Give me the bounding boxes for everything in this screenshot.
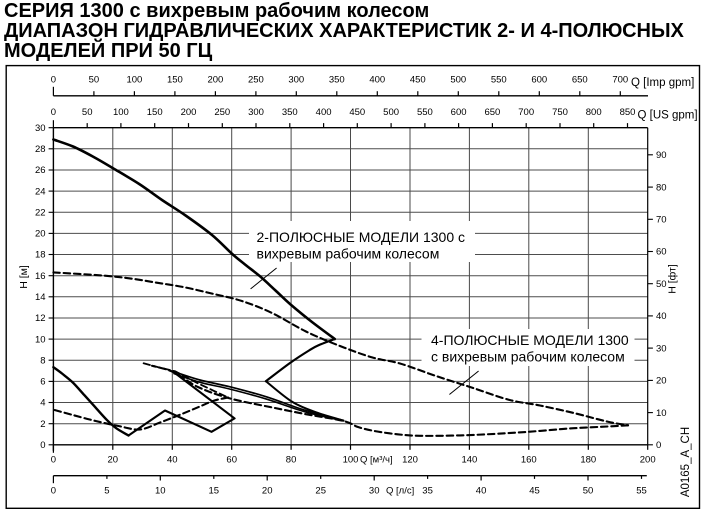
svg-text:МОДЕЛЕЙ ПРИ 50 ГЦ: МОДЕЛЕЙ ПРИ 50 ГЦ	[4, 38, 213, 62]
svg-text:700: 700	[612, 74, 628, 85]
svg-text:0: 0	[51, 486, 56, 497]
svg-text:20: 20	[656, 376, 667, 387]
svg-text:18: 18	[35, 250, 46, 261]
svg-text:55: 55	[636, 486, 647, 497]
svg-text:с вихревым рабочим колесом: с вихревым рабочим колесом	[431, 349, 625, 365]
svg-text:40: 40	[476, 486, 487, 497]
svg-text:2-ПОЛЮСНЫЕ МОДЕЛИ 1300 с: 2-ПОЛЮСНЫЕ МОДЕЛИ 1300 с	[257, 229, 466, 245]
svg-text:800: 800	[586, 107, 602, 118]
svg-text:70: 70	[656, 215, 667, 226]
svg-text:650: 650	[572, 74, 588, 85]
svg-text:350: 350	[282, 107, 298, 118]
svg-text:40: 40	[656, 311, 667, 322]
svg-text:26: 26	[35, 165, 46, 176]
svg-text:ДИАПАЗОН ГИДРАВЛИЧЕСКИХ ХАРАКТ: ДИАПАЗОН ГИДРАВЛИЧЕСКИХ ХАРАКТЕРИСТИК 2-…	[4, 20, 685, 42]
svg-text:16: 16	[35, 271, 46, 282]
svg-text:50: 50	[583, 486, 594, 497]
svg-text:50: 50	[89, 74, 100, 85]
svg-text:300: 300	[248, 107, 264, 118]
svg-text:750: 750	[552, 107, 568, 118]
svg-text:10: 10	[656, 408, 667, 419]
svg-text:22: 22	[35, 208, 46, 219]
svg-text:50: 50	[82, 107, 93, 118]
svg-text:СЕРИЯ 1300 с вихревым рабочим: СЕРИЯ 1300 с вихревым рабочим колесом	[4, 0, 429, 22]
svg-text:600: 600	[451, 107, 467, 118]
svg-text:0: 0	[51, 455, 56, 466]
svg-text:200: 200	[640, 455, 656, 466]
svg-text:90: 90	[656, 150, 667, 161]
svg-text:5: 5	[104, 486, 109, 497]
svg-text:6: 6	[40, 377, 45, 388]
svg-text:300: 300	[288, 74, 304, 85]
svg-text:140: 140	[461, 455, 477, 466]
svg-text:100: 100	[113, 107, 129, 118]
svg-text:650: 650	[484, 107, 500, 118]
svg-text:20: 20	[35, 229, 46, 240]
svg-text:15: 15	[209, 486, 220, 497]
svg-text:100: 100	[343, 455, 359, 466]
svg-text:850: 850	[620, 107, 636, 118]
svg-text:160: 160	[521, 455, 537, 466]
svg-text:550: 550	[491, 74, 507, 85]
svg-text:450: 450	[349, 107, 365, 118]
svg-text:100: 100	[126, 74, 142, 85]
svg-text:250: 250	[248, 74, 264, 85]
svg-text:700: 700	[518, 107, 534, 118]
svg-text:0: 0	[51, 74, 56, 85]
svg-text:0: 0	[656, 440, 661, 451]
svg-text:0: 0	[40, 440, 45, 451]
svg-text:25: 25	[315, 486, 326, 497]
svg-text:600: 600	[531, 74, 547, 85]
svg-text:10: 10	[155, 486, 166, 497]
svg-text:14: 14	[35, 292, 46, 303]
svg-text:60: 60	[226, 455, 237, 466]
svg-text:28: 28	[35, 144, 46, 155]
svg-text:Q [Imp gpm]: Q [Imp gpm]	[631, 77, 694, 89]
svg-text:450: 450	[410, 74, 426, 85]
svg-text:350: 350	[329, 74, 345, 85]
svg-text:550: 550	[417, 107, 433, 118]
svg-text:80: 80	[656, 182, 667, 193]
svg-text:2: 2	[40, 419, 45, 430]
svg-text:500: 500	[383, 107, 399, 118]
svg-text:45: 45	[529, 486, 540, 497]
svg-text:150: 150	[147, 107, 163, 118]
svg-text:H [м]: H [м]	[18, 265, 30, 289]
svg-text:вихревым рабочим колесом: вихревым рабочим колесом	[257, 246, 440, 262]
svg-text:12: 12	[35, 313, 46, 324]
svg-text:8: 8	[40, 355, 45, 366]
svg-text:400: 400	[316, 107, 332, 118]
svg-text:500: 500	[450, 74, 466, 85]
svg-text:Q [м³/ч]: Q [м³/ч]	[360, 455, 393, 466]
svg-text:20: 20	[108, 455, 119, 466]
svg-text:Q [US gpm]: Q [US gpm]	[638, 110, 698, 122]
svg-text:150: 150	[167, 74, 183, 85]
svg-text:30: 30	[656, 343, 667, 354]
svg-text:4-ПОЛЮСНЫЕ МОДЕЛИ 1300: 4-ПОЛЮСНЫЕ МОДЕЛИ 1300	[431, 332, 629, 348]
svg-text:40: 40	[167, 455, 178, 466]
svg-text:H [фт]: H [фт]	[667, 264, 679, 294]
svg-text:30: 30	[35, 123, 46, 134]
svg-text:A0165_A_CH: A0165_A_CH	[680, 427, 692, 497]
svg-text:24: 24	[35, 186, 46, 197]
svg-text:Q [л/с]: Q [л/с]	[386, 486, 414, 497]
svg-text:0: 0	[51, 107, 56, 118]
svg-text:80: 80	[286, 455, 297, 466]
svg-text:250: 250	[214, 107, 230, 118]
svg-text:10: 10	[35, 334, 46, 345]
svg-text:180: 180	[580, 455, 596, 466]
svg-text:30: 30	[369, 486, 380, 497]
svg-text:200: 200	[207, 74, 223, 85]
svg-text:120: 120	[402, 455, 418, 466]
svg-text:200: 200	[181, 107, 197, 118]
svg-text:35: 35	[422, 486, 433, 497]
svg-text:4: 4	[40, 398, 45, 409]
svg-text:20: 20	[262, 486, 273, 497]
svg-text:50: 50	[656, 279, 667, 290]
svg-text:400: 400	[369, 74, 385, 85]
svg-text:60: 60	[656, 247, 667, 258]
